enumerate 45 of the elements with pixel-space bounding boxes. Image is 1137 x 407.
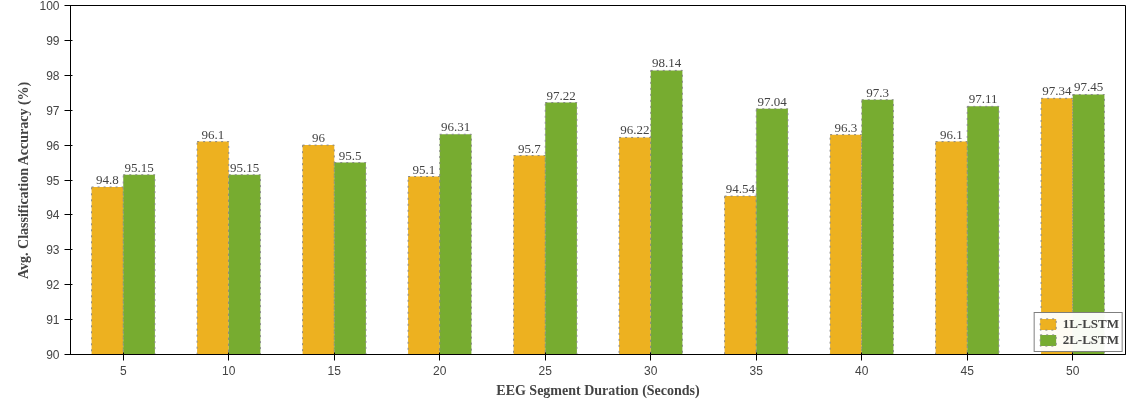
data-label: 95.15 [229, 159, 260, 175]
y-tick-label: 98 [46, 68, 60, 83]
x-tick-label: 5 [119, 363, 127, 378]
x-axis-title: EEG Segment Duration (Seconds) [496, 382, 701, 399]
data-label: 96.1 [201, 126, 225, 142]
data-label: 95.1 [412, 161, 436, 177]
y-tick-label: 94 [46, 208, 60, 223]
data-label: 97.3 [866, 84, 889, 100]
y-tick-label: 99 [46, 33, 60, 48]
data-label: 96.1 [940, 126, 963, 142]
x-tick-label: 15 [327, 363, 342, 378]
y-tick-label: 100 [39, 0, 60, 13]
x-tick-label: 45 [960, 363, 975, 378]
data-label: 95.5 [338, 147, 362, 163]
data-label: 96.31 [440, 119, 471, 135]
y-tick-label: 93 [46, 243, 60, 258]
y-tick-label: 95 [46, 173, 60, 188]
data-label: 95.15 [124, 159, 154, 175]
y-tick-label: 97 [46, 103, 60, 118]
x-tick-label: 40 [855, 363, 869, 378]
data-label: 96.22 [620, 122, 650, 138]
data-label: 98.14 [651, 55, 682, 71]
data-label: 94.8 [96, 171, 119, 187]
data-label: 94.54 [725, 181, 756, 197]
x-tick-label: 35 [749, 363, 764, 378]
data-label: 95.7 [518, 140, 542, 156]
x-tick-label: 30 [644, 363, 658, 378]
x-tick-label: 25 [538, 363, 553, 378]
y-tick-label: 92 [46, 278, 60, 293]
data-label: 97.45 [1073, 79, 1104, 95]
data-label: 97.04 [757, 93, 788, 109]
legend-label: 2L-LSTM [1062, 332, 1119, 348]
data-label: 96.3 [834, 119, 858, 135]
legend-label: 1L-LSTM [1062, 316, 1119, 332]
data-label: 97.22 [546, 87, 576, 103]
x-tick-label: 10 [222, 363, 236, 378]
y-tick-label: 96 [46, 138, 60, 153]
data-label: 97.34 [1042, 83, 1073, 99]
y-tick-label: 90 [46, 348, 60, 362]
y-axis-title: Avg. Classification Accuracy (%) [16, 81, 33, 280]
x-tick-label: 20 [433, 363, 447, 378]
data-label: 97.11 [968, 91, 998, 107]
data-label: 96 [311, 130, 326, 146]
x-tick-label: 50 [1066, 363, 1080, 378]
y-tick-label: 91 [46, 313, 60, 328]
